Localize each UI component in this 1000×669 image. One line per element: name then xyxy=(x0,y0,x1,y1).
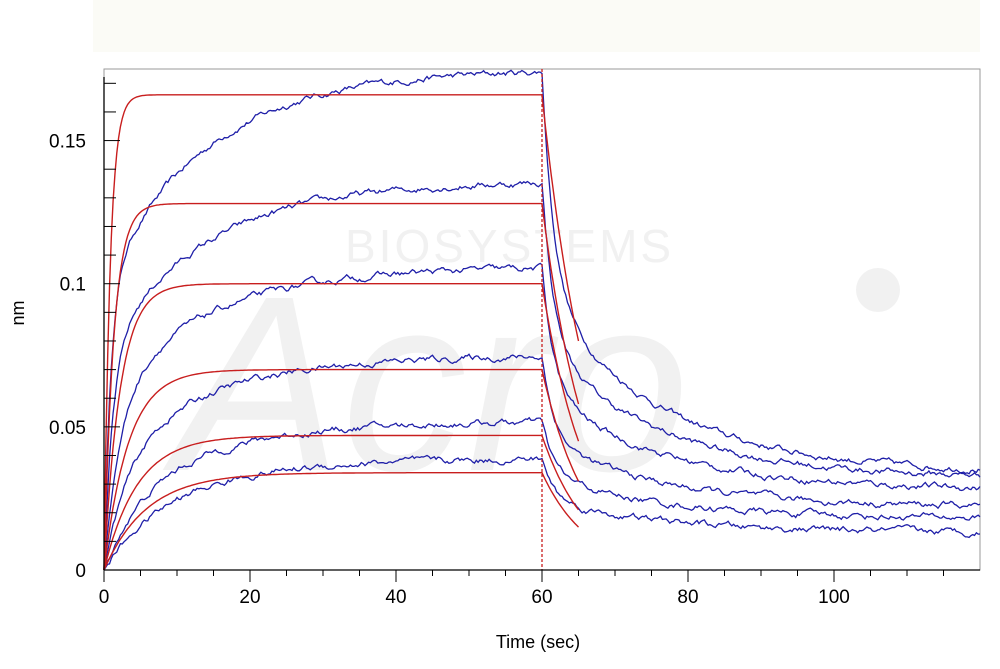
measured-trace-6 xyxy=(103,454,981,571)
fit-curve-3 xyxy=(103,283,580,571)
fit-curve-1 xyxy=(103,94,580,571)
x-tick-label: 60 xyxy=(531,587,552,608)
y-tick-label: 0.1 xyxy=(60,275,86,296)
x-tick-label: 0 xyxy=(99,587,110,608)
y-tick-label: 0.15 xyxy=(49,132,86,153)
measured-trace-2 xyxy=(103,180,981,571)
x-axis-title: Time (sec) xyxy=(496,632,580,652)
watermark-dot xyxy=(856,268,900,312)
measured-trace-4 xyxy=(103,353,981,571)
fit-curve-2 xyxy=(103,202,580,571)
fit-curve-5 xyxy=(103,434,580,571)
y-tick-label: 0.05 xyxy=(49,418,86,439)
axes: 0 20 40 60 80 100 0 0.05 0.1 0.15 xyxy=(49,77,980,608)
x-tick-label: 40 xyxy=(385,587,406,608)
header-band xyxy=(93,0,980,52)
x-tick-label: 100 xyxy=(818,587,850,608)
y-tick-label: 0 xyxy=(75,561,86,582)
y-axis-title: nm xyxy=(8,300,28,325)
measured-trace-1 xyxy=(103,69,981,571)
x-tick-label: 80 xyxy=(677,587,698,608)
x-tick-label: 20 xyxy=(239,587,260,608)
fit-curve-4 xyxy=(103,368,580,571)
watermark-text: BIOSYSTEMS xyxy=(345,220,674,272)
fit-curve-6 xyxy=(103,472,579,571)
watermark-logo: Acro xyxy=(162,244,689,523)
